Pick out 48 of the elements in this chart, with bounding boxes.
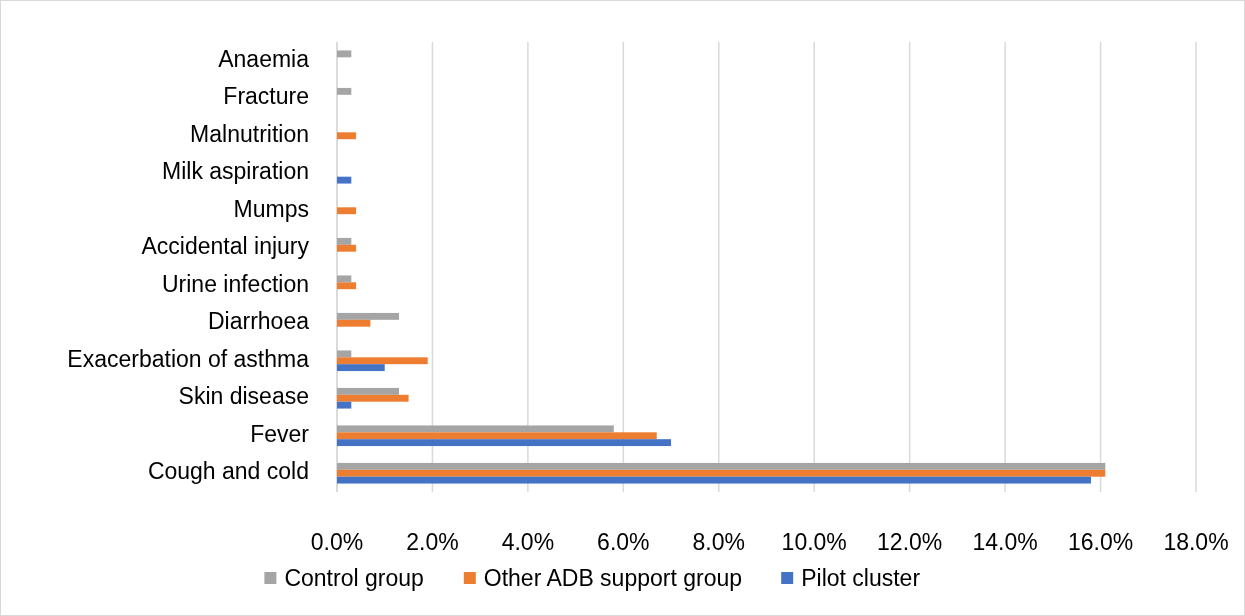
- bar: [337, 132, 357, 140]
- bar: [337, 237, 352, 245]
- bar: [337, 401, 352, 409]
- x-tick-label: 6.0%: [597, 529, 650, 555]
- bar: [337, 275, 352, 283]
- bar: [337, 462, 1106, 470]
- y-tick-label: Accidental injury: [141, 233, 310, 260]
- bar: [337, 207, 357, 215]
- bar: [337, 364, 385, 372]
- legend-label: Control group: [284, 565, 424, 592]
- x-tick-label: 4.0%: [501, 529, 555, 555]
- x-tick-label: 10.0%: [781, 529, 847, 555]
- bar: [337, 282, 357, 290]
- y-tick-label: Mumps: [233, 195, 309, 222]
- y-tick-label: Fracture: [223, 83, 309, 110]
- x-tick-label: 8.0%: [692, 529, 745, 555]
- bar: [337, 312, 400, 320]
- y-tick-label: Milk aspiration: [162, 158, 309, 185]
- legend-label: Pilot cluster: [801, 565, 921, 592]
- bar: [337, 432, 657, 440]
- y-tick-label: Anaemia: [218, 45, 310, 72]
- bar: [337, 394, 409, 402]
- x-tick-label: 0.0%: [310, 529, 364, 555]
- bar: [337, 357, 428, 365]
- bar: [337, 425, 614, 433]
- bar: [337, 439, 672, 447]
- x-tick-label: 16.0%: [1067, 529, 1134, 555]
- y-tick-label: Cough and cold: [147, 458, 309, 485]
- x-tick-label: 14.0%: [972, 529, 1038, 555]
- bar: [337, 87, 352, 95]
- y-tick-label: Diarrhoea: [208, 308, 310, 335]
- bar: [337, 244, 357, 252]
- bar: [337, 350, 352, 358]
- x-tick-label: 12.0%: [877, 529, 943, 555]
- bar: [337, 319, 371, 327]
- x-tick-label: 2.0%: [406, 529, 459, 555]
- legend-label: Other ADB support group: [483, 565, 743, 592]
- y-tick-label: Skin disease: [178, 383, 309, 410]
- bar: [337, 387, 400, 395]
- y-tick-label: Fever: [250, 420, 310, 447]
- x-tick-label: 18.0%: [1163, 529, 1229, 555]
- y-tick-label: Exacerbation of asthma: [67, 345, 310, 372]
- bar: [337, 476, 1092, 484]
- bar: [337, 50, 352, 58]
- y-tick-label: Urine infection: [161, 270, 309, 297]
- y-tick-label: Malnutrition: [190, 120, 309, 147]
- bar: [337, 176, 352, 184]
- bar: [337, 469, 1106, 477]
